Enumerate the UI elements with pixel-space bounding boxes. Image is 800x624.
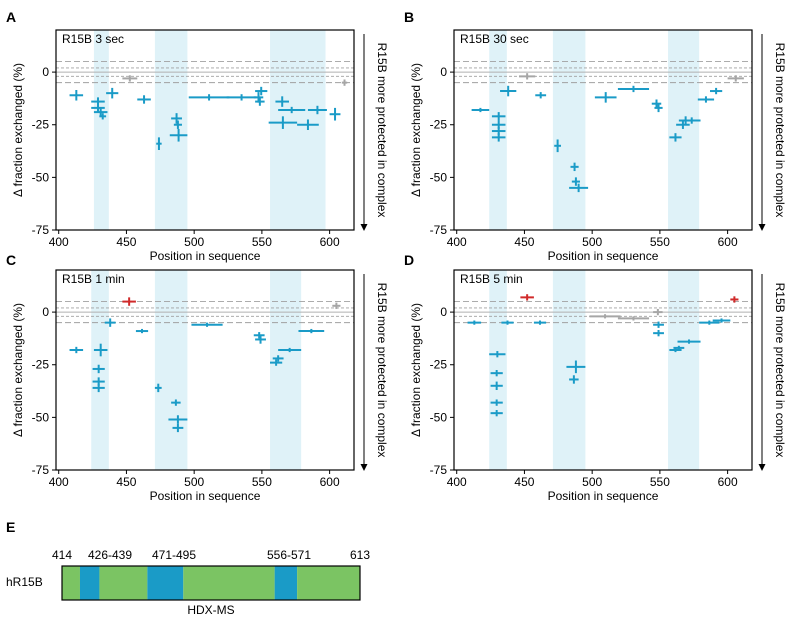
x-tick-label: 450 — [514, 235, 534, 249]
y-tick-label: -50 — [32, 410, 50, 424]
domain-caption: HDX-MS — [187, 603, 234, 617]
domain-label-region-3: 556-571 — [267, 548, 311, 562]
y-axis-label: Δ fraction exchanged (%) — [409, 63, 423, 197]
panel-letter-d: D — [404, 252, 414, 268]
domain-segment-hdx-region — [79, 566, 100, 600]
domain-segment — [99, 566, 148, 600]
x-tick-label: 600 — [320, 235, 340, 249]
y-tick-label: -25 — [32, 358, 50, 372]
x-tick-label: 550 — [252, 475, 272, 489]
y-tick-label: 0 — [440, 305, 447, 319]
side-label: R15B more protected in complex — [773, 283, 787, 458]
x-tick-label: 600 — [718, 475, 738, 489]
x-tick-label: 600 — [320, 475, 340, 489]
x-axis-label: Position in sequence — [548, 249, 659, 263]
x-tick-label: 400 — [447, 235, 467, 249]
side-arrow-head — [360, 464, 368, 471]
highlight-band — [154, 30, 188, 230]
x-tick-label: 450 — [514, 475, 534, 489]
side-label: R15B more protected in complex — [773, 43, 787, 218]
domain-segment — [183, 566, 275, 600]
domain-segment — [297, 566, 360, 600]
x-tick-label: 400 — [49, 235, 69, 249]
chart-panel-1min: R15B 1 min 400 450 500 550 600 0 -25 -50 -75 Posit… — [11, 269, 389, 503]
highlight-band — [154, 270, 188, 470]
highlight-band — [668, 30, 700, 230]
highlight-band — [668, 270, 700, 470]
y-tick-label: -75 — [32, 223, 50, 237]
chart-title: R15B 30 sec — [460, 32, 529, 46]
y-axis-label: Δ fraction exchanged (%) — [409, 303, 423, 437]
y-tick-label: -50 — [430, 170, 448, 184]
highlight-band — [489, 270, 507, 470]
chart-title: R15B 1 min — [62, 272, 125, 286]
chart-title: R15B 5 min — [460, 272, 523, 286]
chart-panel-3sec: R15B 3 sec 400 450 500 550 600 0 -25 -50 -75 Posit… — [11, 29, 389, 263]
x-tick-label: 500 — [184, 475, 204, 489]
x-tick-label: 400 — [447, 475, 467, 489]
y-tick-label: 0 — [42, 305, 49, 319]
domain-label-end: 613 — [350, 548, 370, 562]
chart-panel-30sec: R15B 30 sec 400 450 500 550 600 0 -25 -50 -75 Posi… — [409, 29, 787, 263]
y-tick-label: -25 — [430, 118, 448, 132]
x-tick-label: 400 — [49, 475, 69, 489]
highlight-band — [91, 270, 109, 470]
side-arrow-head — [758, 464, 766, 471]
highlight-band — [93, 30, 109, 230]
x-tick-label: 550 — [650, 235, 670, 249]
x-axis-label: Position in sequence — [150, 249, 261, 263]
panel-letter-e: E — [6, 519, 15, 535]
domain-row-label: hR15B — [6, 575, 43, 589]
x-tick-label: 500 — [582, 475, 602, 489]
highlight-band — [270, 270, 302, 470]
y-axis-label: Δ fraction exchanged (%) — [11, 303, 25, 437]
y-tick-label: -75 — [430, 463, 448, 477]
side-arrow-head — [758, 224, 766, 231]
panel-letter-b: B — [404, 9, 414, 25]
chart-panel-5min: R15B 5 min 400 450 500 550 600 0 -25 -50 -75 Posit… — [409, 269, 787, 503]
x-axis-label: Position in sequence — [548, 489, 659, 503]
y-tick-label: -75 — [32, 463, 50, 477]
y-tick-label: -25 — [430, 358, 448, 372]
x-tick-label: 550 — [252, 235, 272, 249]
domain-segment-hdx-region — [274, 566, 298, 600]
y-tick-label: -25 — [32, 118, 50, 132]
domain-outline — [61, 565, 361, 601]
y-tick-label: -50 — [430, 410, 448, 424]
domain-label-region-2: 471-495 — [152, 548, 196, 562]
side-arrow-head — [360, 224, 368, 231]
domain-label-start: 414 — [52, 548, 72, 562]
plot-frame — [55, 29, 355, 231]
highlight-band — [270, 30, 326, 230]
y-tick-label: 0 — [440, 65, 447, 79]
highlight-band — [552, 270, 586, 470]
domain-label-region-1: 426-439 — [88, 548, 132, 562]
domain-diagram: 414 426-439 471-495 556-571 613 hR15B HD… — [6, 548, 370, 617]
domain-segment-hdx-region — [147, 566, 184, 600]
y-tick-label: -75 — [430, 223, 448, 237]
y-axis-label: Δ fraction exchanged (%) — [11, 63, 25, 197]
x-tick-label: 450 — [116, 475, 136, 489]
plot-frame — [453, 269, 753, 471]
chart-title: R15B 3 sec — [62, 32, 124, 46]
x-tick-label: 500 — [582, 235, 602, 249]
highlight-band — [552, 30, 586, 230]
y-tick-label: 0 — [42, 65, 49, 79]
side-label: R15B more protected in complex — [375, 43, 389, 218]
panel-letter-a: A — [6, 9, 16, 25]
side-label: R15B more protected in complex — [375, 283, 389, 458]
x-tick-label: 600 — [718, 235, 738, 249]
y-tick-label: -50 — [32, 170, 50, 184]
domain-segment — [62, 566, 80, 600]
plot-frame — [55, 269, 355, 471]
x-axis-label: Position in sequence — [150, 489, 261, 503]
panel-letter-c: C — [6, 252, 16, 268]
plot-frame — [453, 29, 753, 231]
x-tick-label: 500 — [184, 235, 204, 249]
x-tick-label: 550 — [650, 475, 670, 489]
domain-segments — [62, 566, 360, 600]
x-tick-label: 450 — [116, 235, 136, 249]
